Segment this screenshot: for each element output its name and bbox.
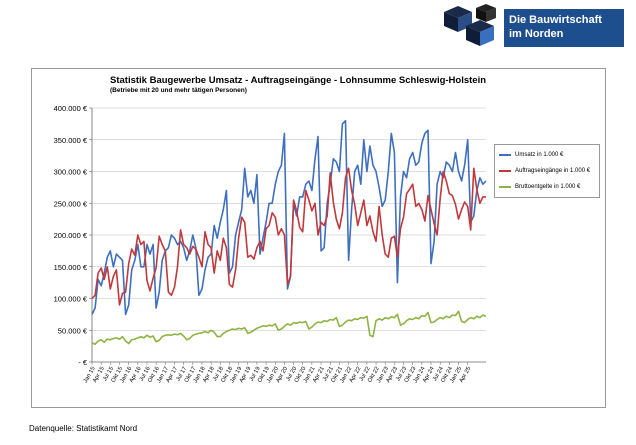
logo-text-box: Die Bauwirtschaft im Norden bbox=[504, 9, 624, 47]
logo bbox=[436, 4, 628, 54]
legend-label-auftragseingaenge: Auftragseingänge in 1.000 € bbox=[515, 168, 591, 174]
legend: Umsatz in 1.000 € Auftragseingänge in 1.… bbox=[494, 144, 600, 198]
chart-subtitle: (Betriebe mit 20 und mehr tätigen Person… bbox=[110, 87, 247, 94]
data-source-note: Datenquelle: Statistikamt Nord bbox=[29, 424, 138, 433]
y-tick-label: 250.000 € bbox=[54, 199, 88, 208]
logo-line-2: im Norden bbox=[509, 28, 564, 40]
chart-frame bbox=[31, 68, 606, 408]
y-tick-label: 100.000 € bbox=[54, 295, 88, 304]
y-tick-label: 200.000 € bbox=[54, 231, 88, 240]
legend-swatch-auftragseingaenge bbox=[499, 170, 511, 172]
y-tick-label: - € bbox=[78, 358, 88, 367]
y-tick-label: 350.000 € bbox=[54, 136, 88, 145]
y-tick-label: 50.000 € bbox=[58, 326, 88, 335]
y-tick-label: 150.000 € bbox=[54, 263, 88, 272]
axes bbox=[89, 107, 486, 365]
y-tick-label: 400.000 € bbox=[54, 104, 88, 113]
logo-line-1: Die Bauwirtschaft bbox=[509, 14, 602, 26]
series-auftragseingaenge bbox=[91, 167, 486, 306]
y-tick-label: 300.000 € bbox=[54, 168, 88, 177]
legend-label-umsatz: Umsatz in 1.000 € bbox=[515, 152, 564, 158]
series-bruttoentgelte bbox=[91, 310, 487, 346]
logo-cubes-icon bbox=[444, 4, 496, 46]
chart-title: Statistik Baugewerbe Umsatz - Auftragsei… bbox=[110, 75, 487, 86]
legend-swatch-umsatz bbox=[499, 154, 511, 156]
legend-swatch-bruttoentgelte bbox=[499, 186, 511, 188]
legend-label-bruttoentgelte: Bruttoentgelte in 1.000 € bbox=[515, 184, 581, 190]
y-tick-labels: - € 50.000 € 100.000 € 150.000 € 200.000 € 25… bbox=[54, 104, 88, 367]
series-lines bbox=[91, 119, 487, 346]
gridlines bbox=[92, 107, 486, 331]
